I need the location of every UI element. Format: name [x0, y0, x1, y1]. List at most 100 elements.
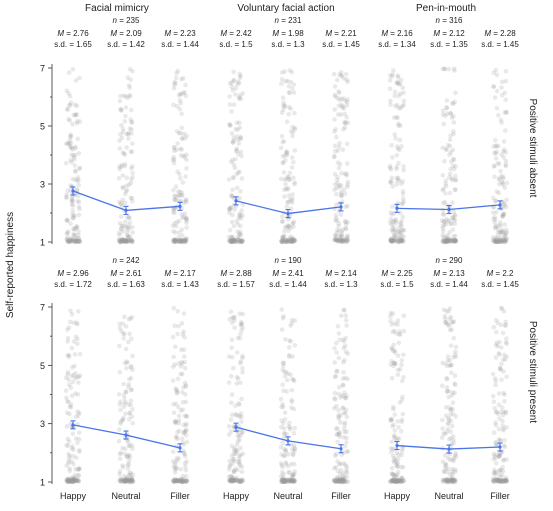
raw-response-dot — [69, 446, 75, 451]
y-tick-label: 1 — [40, 238, 45, 248]
raw-response-dot — [396, 121, 401, 126]
raw-response-dot — [391, 224, 396, 229]
raw-response-dot — [130, 239, 135, 244]
raw-response-dot — [124, 225, 129, 230]
raw-response-dot — [503, 204, 509, 210]
raw-response-dot — [442, 469, 447, 475]
raw-response-dot — [502, 357, 508, 362]
raw-response-dot — [73, 232, 78, 238]
raw-response-dot — [173, 238, 179, 244]
raw-response-dot — [229, 131, 235, 136]
raw-response-dot — [400, 394, 405, 400]
raw-response-dot — [281, 239, 287, 245]
raw-response-dot — [183, 236, 189, 242]
raw-response-dot — [125, 462, 130, 467]
raw-response-dot — [228, 239, 234, 244]
raw-response-dot — [344, 239, 349, 245]
raw-response-dot — [227, 207, 232, 212]
raw-response-dot — [76, 473, 81, 478]
raw-response-dot — [125, 239, 130, 244]
raw-response-dot — [497, 229, 503, 235]
raw-response-dot — [495, 239, 500, 245]
raw-response-dot — [388, 238, 393, 243]
raw-response-dot — [240, 370, 245, 375]
raw-response-dot — [282, 228, 287, 234]
raw-response-dot — [127, 238, 133, 243]
raw-response-dot — [119, 239, 124, 244]
raw-response-dot — [280, 107, 286, 112]
raw-response-dot — [123, 446, 128, 452]
raw-response-dot — [440, 239, 446, 245]
raw-response-dot — [399, 218, 404, 224]
raw-response-dot — [333, 397, 338, 402]
raw-response-dot — [230, 174, 236, 180]
raw-response-dot — [341, 239, 346, 244]
raw-response-dot — [64, 192, 70, 197]
raw-response-dot — [119, 237, 124, 243]
raw-response-dot — [440, 226, 446, 231]
raw-response-dot — [235, 222, 241, 227]
raw-response-dot — [451, 209, 457, 214]
raw-response-dot — [285, 223, 291, 228]
raw-response-dot — [499, 92, 505, 98]
raw-response-dot — [444, 105, 450, 111]
raw-response-dot — [122, 163, 128, 169]
raw-response-dot — [123, 389, 129, 395]
raw-response-dot — [345, 238, 350, 243]
raw-response-dot — [444, 237, 450, 243]
raw-response-dot — [395, 239, 400, 244]
raw-response-dot — [396, 225, 402, 231]
raw-response-dot — [496, 239, 502, 245]
raw-response-dot — [292, 110, 297, 116]
raw-response-dot — [494, 239, 500, 244]
raw-response-dot — [400, 233, 405, 238]
raw-response-dot — [397, 229, 402, 234]
raw-response-dot — [496, 239, 501, 244]
raw-response-dot — [399, 223, 404, 229]
raw-response-dot — [392, 348, 398, 354]
raw-response-dot — [171, 188, 176, 193]
raw-response-dot — [491, 324, 497, 330]
raw-response-dot — [339, 233, 344, 238]
raw-response-dot — [335, 160, 341, 166]
raw-response-dot — [336, 384, 342, 390]
raw-response-dot — [127, 93, 132, 98]
raw-response-dot — [127, 411, 132, 416]
raw-response-dot — [76, 479, 81, 484]
raw-response-dot — [284, 119, 290, 124]
raw-response-dot — [280, 316, 286, 321]
raw-response-dot — [175, 68, 181, 74]
raw-response-dot — [286, 224, 291, 229]
raw-response-dot — [121, 184, 126, 190]
raw-response-dot — [117, 456, 123, 462]
raw-response-dot — [448, 221, 454, 227]
raw-response-dot — [228, 205, 234, 210]
raw-response-dot — [338, 239, 344, 244]
raw-response-dot — [336, 144, 342, 150]
raw-response-dot — [130, 239, 135, 245]
raw-response-dot — [119, 237, 125, 243]
raw-response-dot — [127, 473, 132, 478]
raw-response-dot — [230, 239, 235, 245]
raw-response-dot — [398, 230, 403, 235]
raw-response-dot — [503, 162, 509, 168]
raw-response-dot — [451, 238, 456, 244]
raw-response-dot — [395, 464, 400, 470]
raw-response-dot — [448, 150, 454, 155]
mean-value: = 2.14 — [332, 269, 357, 278]
raw-response-dot — [332, 92, 338, 98]
raw-response-dot — [280, 160, 286, 165]
raw-response-dot — [502, 232, 507, 238]
raw-response-dot — [504, 197, 509, 202]
raw-response-dot — [227, 227, 233, 233]
raw-response-dot — [126, 235, 131, 240]
raw-response-dot — [493, 420, 498, 425]
raw-response-dot — [331, 237, 337, 243]
raw-response-dot — [453, 238, 459, 243]
raw-response-dot — [116, 392, 122, 397]
raw-response-dot — [502, 110, 507, 115]
raw-response-dot — [67, 239, 73, 245]
raw-response-dot — [339, 73, 344, 78]
raw-response-dot — [443, 191, 448, 196]
raw-response-dot — [118, 106, 123, 112]
